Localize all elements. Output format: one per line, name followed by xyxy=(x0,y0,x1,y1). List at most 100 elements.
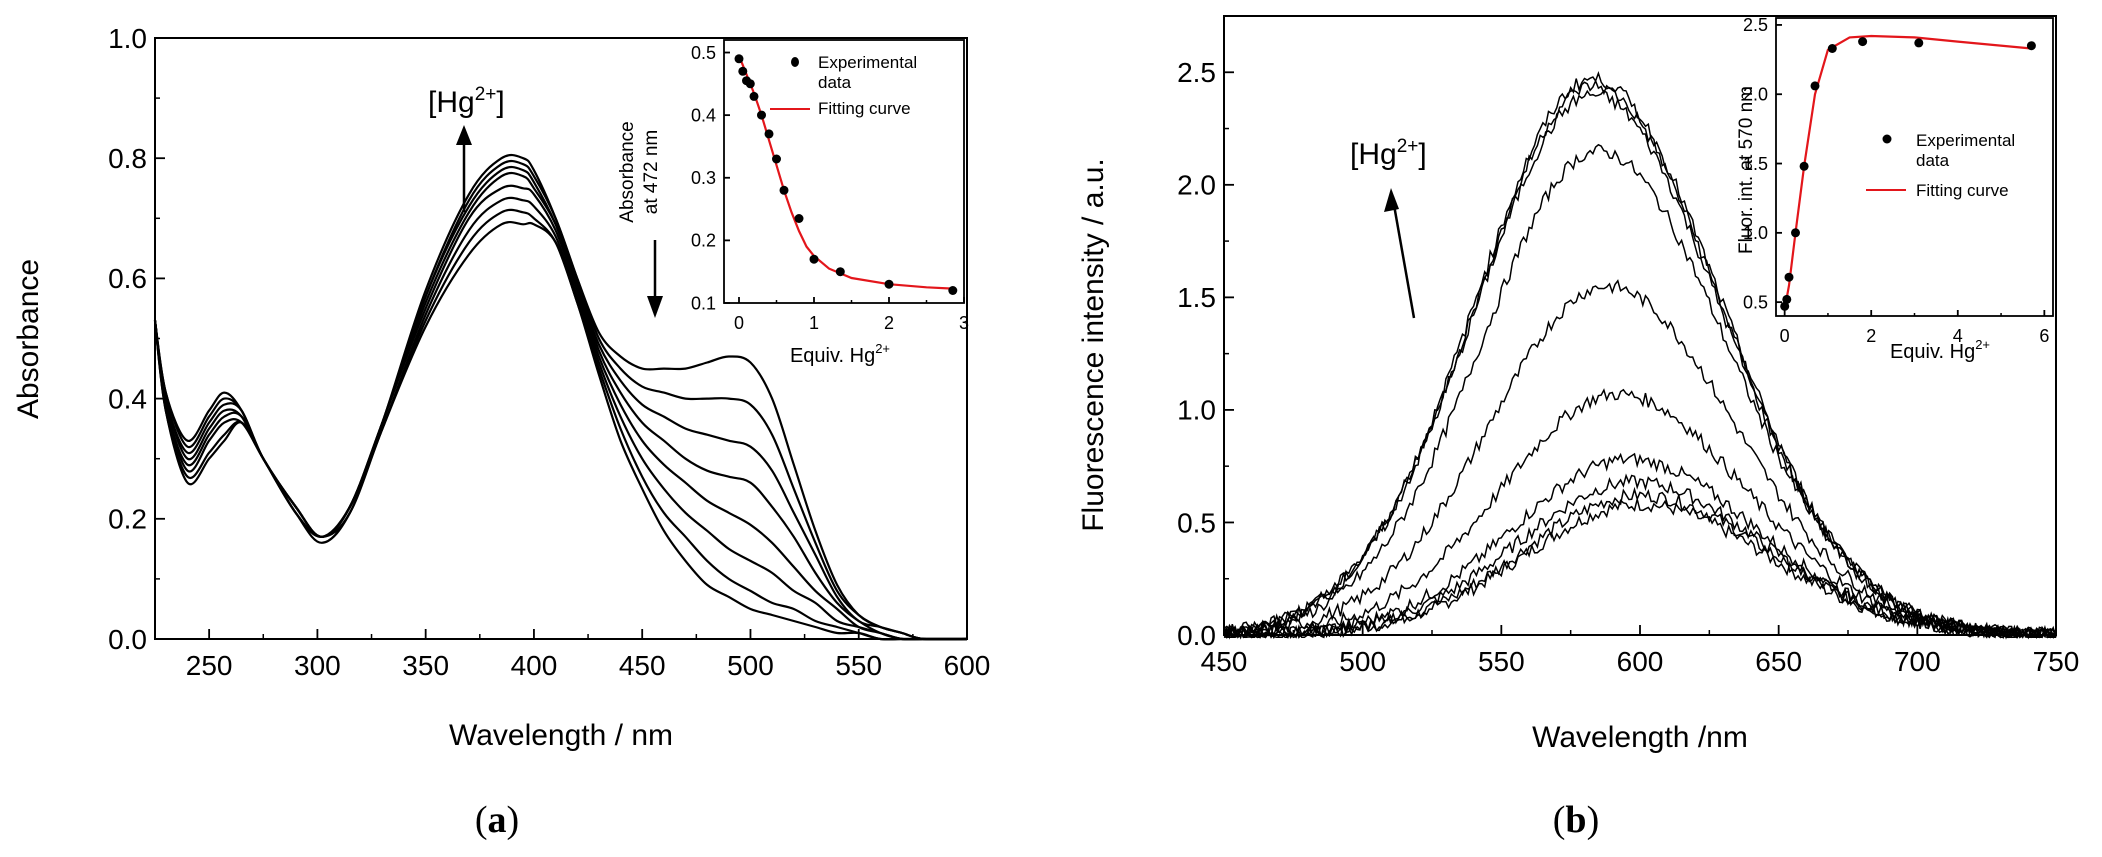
x-tick-label: 500 xyxy=(1339,646,1386,677)
fluorescence-spectra xyxy=(1223,70,2057,640)
data-point xyxy=(779,185,789,195)
panel-b: 450 500 550 600 650 700 750 0.0 0.5 1.0 1.5 2.0 2.5… xyxy=(1077,15,2079,841)
data-point xyxy=(772,154,781,164)
inset-fitting-curve xyxy=(737,55,953,290)
x-tick-label: 0 xyxy=(1780,326,1790,346)
y-tick-label: 2.5 xyxy=(1177,57,1216,88)
arrow-up-head-icon xyxy=(1384,188,1399,212)
data-point xyxy=(1810,81,1820,91)
legend-points-label: Experimental data xyxy=(1916,131,2015,170)
fitting-curve-line xyxy=(737,55,953,290)
y-axis-label: Fluorescence intensity / a.u. xyxy=(1077,158,1110,532)
panel-label-b: (b) xyxy=(1553,799,1599,841)
x-tick-label: 4 xyxy=(1953,326,1963,346)
y-tick-label: 1.0 xyxy=(108,23,147,54)
data-point xyxy=(745,79,755,89)
data-point xyxy=(1784,272,1794,282)
x-axis-label: Wavelength /nm xyxy=(1532,721,1748,754)
fitting-curve-line xyxy=(1783,34,2032,310)
x-tick-label: 750 xyxy=(2033,646,2080,677)
y-tick-label: 0.6 xyxy=(108,263,147,294)
y-tick-label: 1.5 xyxy=(1743,154,1768,174)
y-tick-label: 2.0 xyxy=(1743,85,1768,105)
y-tick-label: 0.2 xyxy=(108,504,147,535)
y-tick-label: 0.8 xyxy=(108,143,147,174)
x-tick-label: 600 xyxy=(1617,646,1664,677)
y-tick-label: 0.3 xyxy=(691,168,716,188)
data-point xyxy=(757,110,766,120)
data-point xyxy=(1914,38,1924,48)
x-tick-label: 3 xyxy=(959,313,969,333)
arrow-down-head-icon xyxy=(647,296,663,318)
legend-point-marker xyxy=(1882,134,1892,144)
y-axis-ticks: 0.0 0.2 0.4 0.6 0.8 1.0 xyxy=(108,23,165,655)
inset-x-label: Equiv. Hg2+ xyxy=(1890,337,1990,363)
inset-experimental-points xyxy=(1780,37,2036,311)
data-point xyxy=(749,91,759,101)
panel-a: 250 300 350 400 450 500 550 600 0.0 0.2 0.4 0.6 0.8… xyxy=(12,23,990,841)
inset-experimental-points xyxy=(734,54,958,295)
inset-frame xyxy=(723,39,965,304)
inset-fluorescence-vs-equiv: 0 2 4 6 0.5 1.0 1.5 2.0 2.5 Fluor. int. at 570 … xyxy=(1736,15,2054,363)
x-axis-ticks: 250 300 350 400 450 500 550 600 xyxy=(186,629,991,681)
x-tick-label: 0 xyxy=(734,313,744,333)
inset-y-ticks: 0.1 0.2 0.3 0.4 0.5 xyxy=(691,43,730,313)
x-tick-label: 1 xyxy=(809,313,819,333)
x-tick-label: 600 xyxy=(944,650,991,681)
inset-y-label: Absorbance at 472 nm xyxy=(617,121,662,222)
data-point xyxy=(809,254,819,264)
fluorescence-plot: 450 500 550 600 650 700 750 0.0 0.5 1.0 1.5 2.0 2.5 xyxy=(1177,15,2080,677)
y-axis-label: Absorbance xyxy=(12,259,45,419)
inset-x-ticks: 0 2 4 6 xyxy=(1780,310,2049,346)
data-point xyxy=(764,129,774,139)
y-tick-label: 0.2 xyxy=(691,231,716,251)
legend-fit-label: Fitting curve xyxy=(1916,181,2009,200)
x-tick-label: 350 xyxy=(402,650,449,681)
y-tick-label: 1.0 xyxy=(1743,223,1768,243)
data-point xyxy=(1799,161,1809,171)
data-point xyxy=(835,267,845,277)
x-tick-label: 300 xyxy=(294,650,341,681)
inset-fitting-curve xyxy=(1783,34,2032,310)
absorbance-spectra xyxy=(153,153,968,641)
data-point xyxy=(1791,228,1800,238)
y-tick-label: 1.5 xyxy=(1177,282,1216,313)
spectrum-line-8 xyxy=(153,221,967,641)
y-tick-label: 0.0 xyxy=(108,624,147,655)
absorbance-plot: 250 300 350 400 450 500 550 600 0.0 0.2 0.4 0.6 0.8… xyxy=(108,23,990,681)
spectrum-line-9 xyxy=(1223,79,2057,639)
x-tick-label: 550 xyxy=(835,650,882,681)
y-tick-label: 0.4 xyxy=(108,383,147,414)
inset-x-label: Equiv. Hg2+ xyxy=(790,341,890,367)
y-tick-label: 0.1 xyxy=(691,293,716,313)
spectrum-line-1 xyxy=(1223,499,2057,639)
hg-annotation: [Hg2+] xyxy=(1350,136,1427,319)
legend-point-marker xyxy=(791,57,799,67)
y-tick-label: 0.5 xyxy=(1177,507,1216,538)
x-tick-label: 450 xyxy=(619,650,666,681)
data-point xyxy=(1858,37,1868,47)
y-tick-label: 0.5 xyxy=(691,43,716,63)
legend-points-label: Experimental data xyxy=(818,53,917,92)
x-tick-label: 550 xyxy=(1478,646,1525,677)
data-point xyxy=(884,279,894,289)
inset-x-ticks: 0 1 2 3 xyxy=(734,297,969,333)
y-tick-label: 0.0 xyxy=(1177,620,1216,651)
x-axis-label: Wavelength / nm xyxy=(449,719,673,752)
hg-annotation-label: [Hg2+] xyxy=(428,84,505,119)
data-point xyxy=(1782,294,1792,304)
y-tick-label: 1.0 xyxy=(1177,395,1216,426)
y-tick-label: 2.5 xyxy=(1743,15,1768,35)
x-tick-label: 2 xyxy=(1866,326,1876,346)
legend-fit-label: Fitting curve xyxy=(818,99,911,118)
inset-frame xyxy=(1775,17,2054,317)
spectrum-line-10 xyxy=(1223,70,2057,639)
data-point xyxy=(948,286,958,295)
y-tick-label: 0.4 xyxy=(691,105,716,125)
hg-annotation: [Hg2+] xyxy=(428,84,663,318)
inset-y-label: Fluor. int. at 570 nm xyxy=(1736,86,1757,254)
hg-annotation-label: [Hg2+] xyxy=(1350,136,1427,171)
data-point xyxy=(794,214,804,223)
arrow-up-icon xyxy=(1392,204,1416,319)
